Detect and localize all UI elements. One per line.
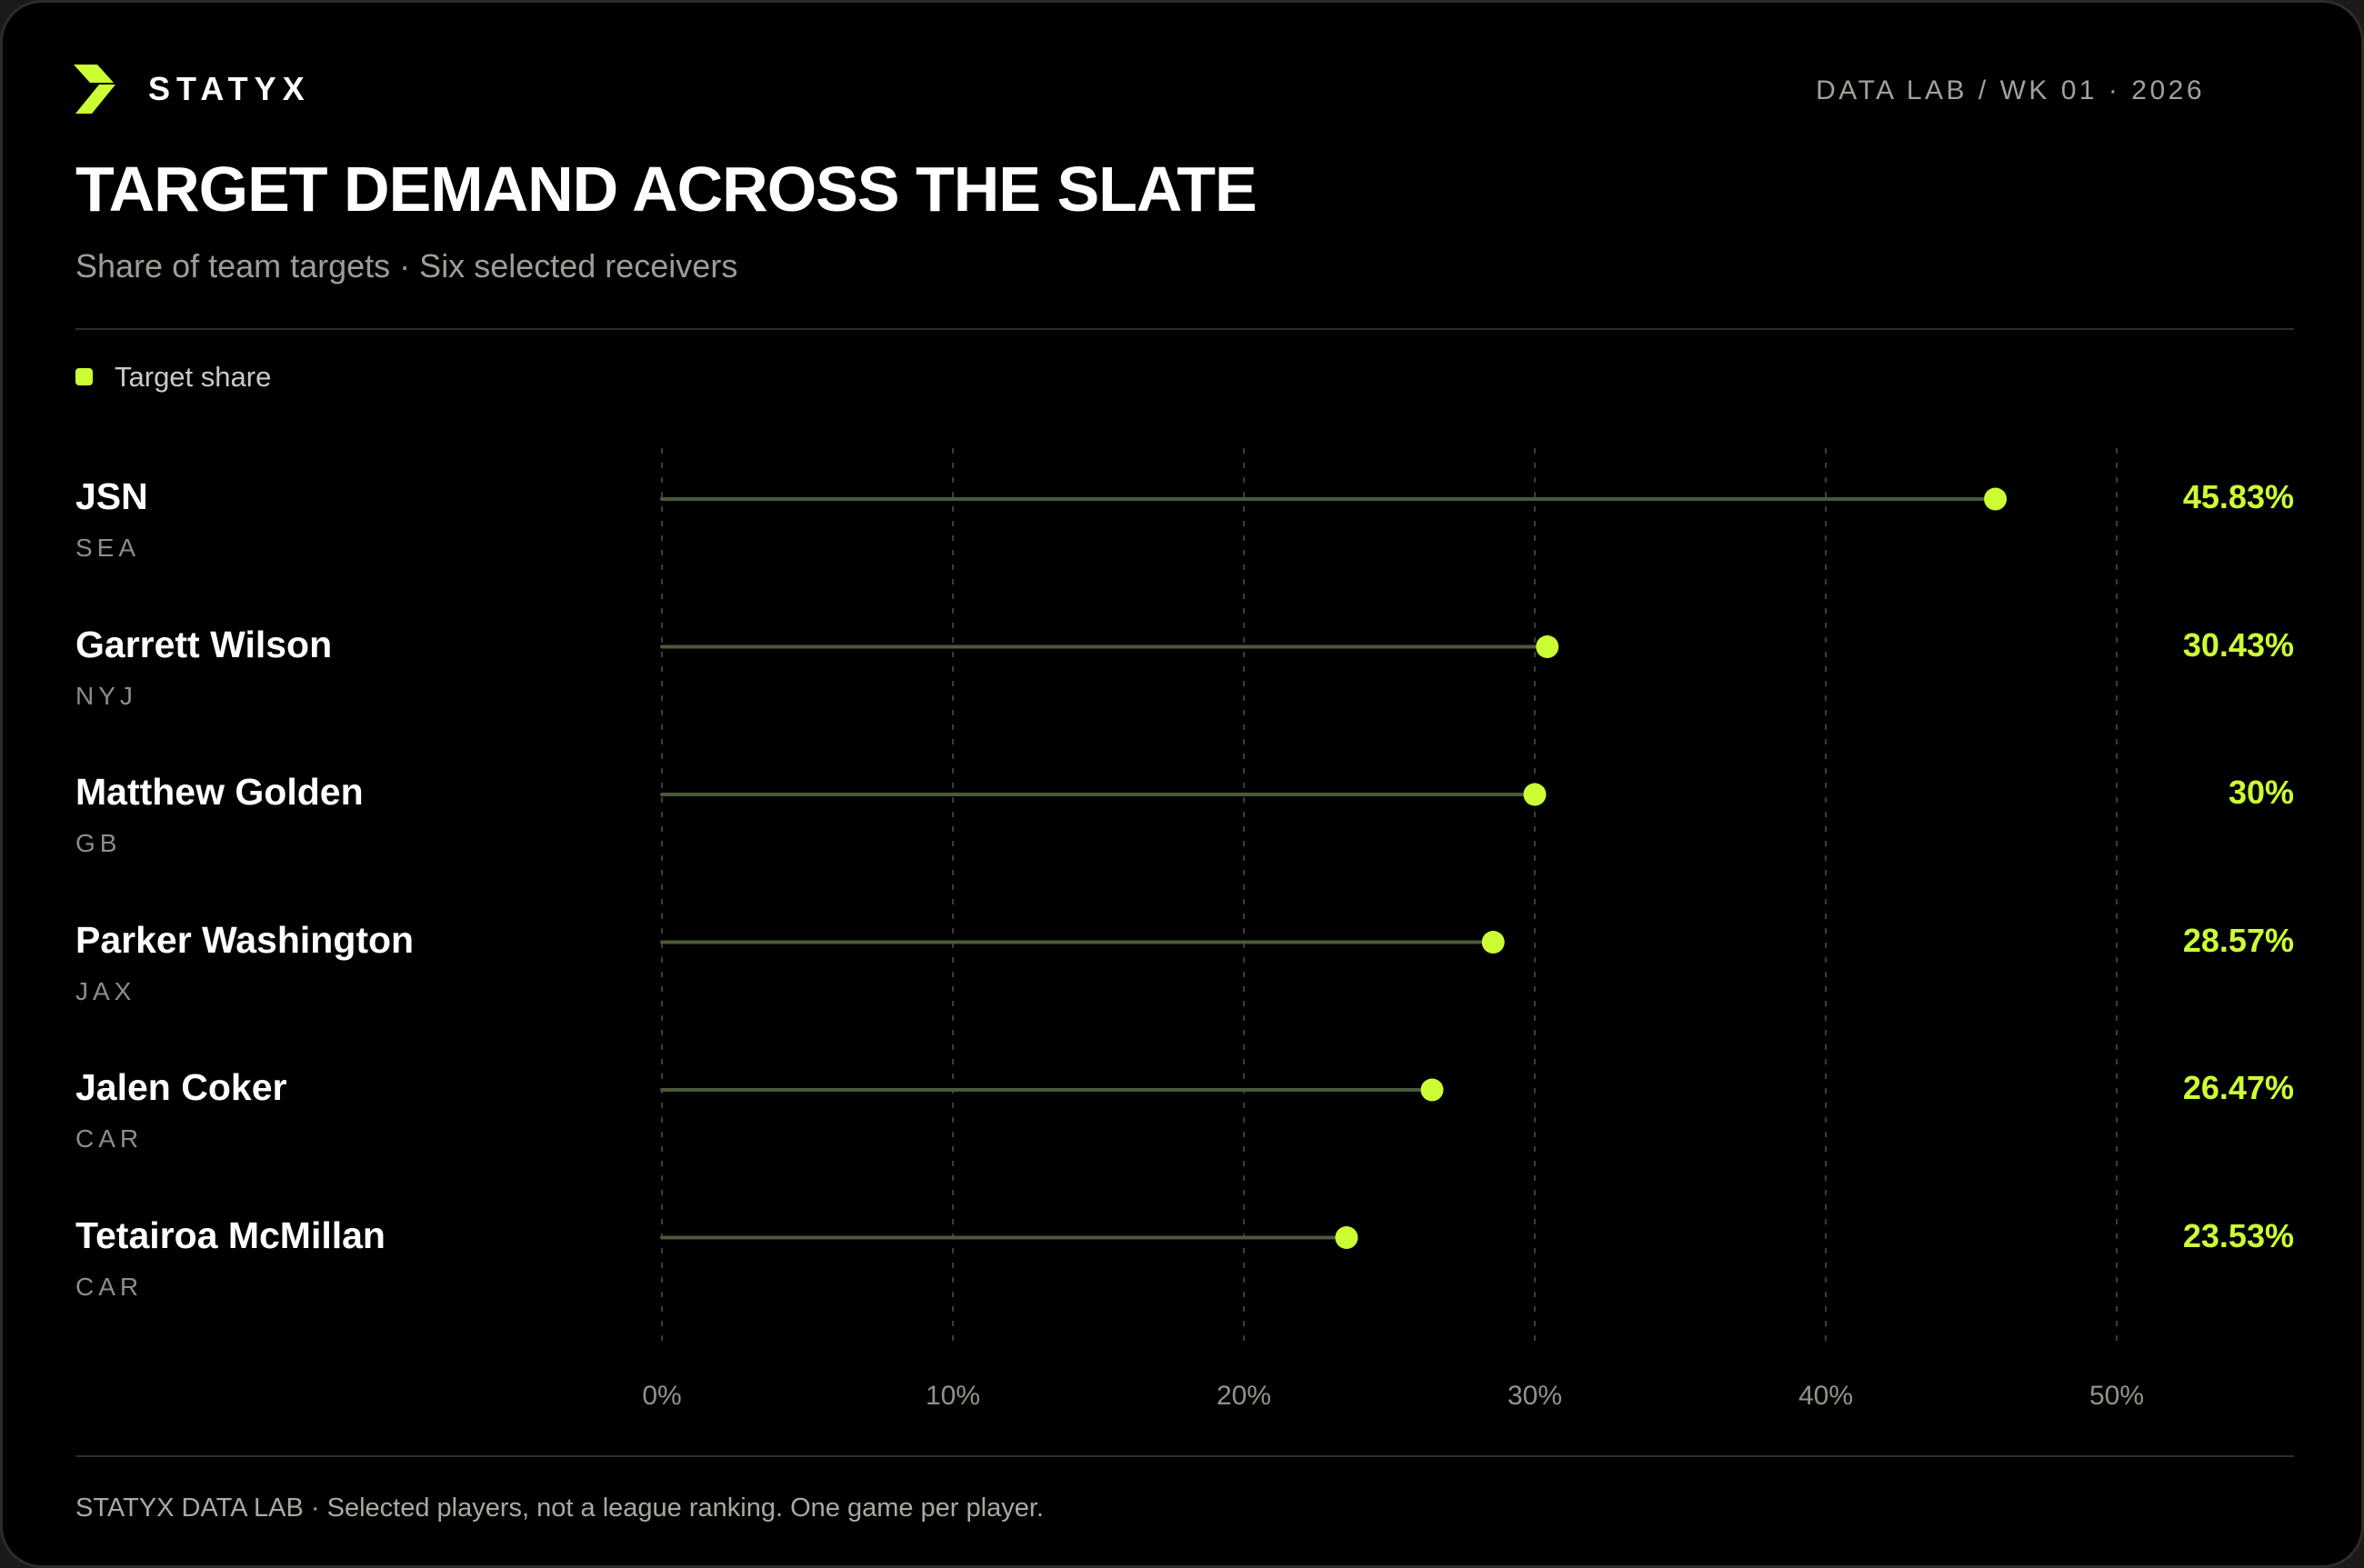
chart-subtitle: Share of team targets · Six selected rec… bbox=[75, 247, 738, 285]
player-value: 26.47% bbox=[2182, 1069, 2294, 1106]
player-value: 45.83% bbox=[2182, 478, 2294, 515]
player-row: Matthew Golden GB 30% bbox=[3, 774, 2361, 940]
x-tick-label: 0% bbox=[642, 1381, 682, 1411]
x-tick-label: 20% bbox=[1216, 1381, 1272, 1411]
lollipop-dot bbox=[1536, 635, 1559, 658]
player-team: SEA bbox=[75, 534, 141, 562]
x-tick-label: 30% bbox=[1507, 1381, 1563, 1411]
legend: Target share bbox=[75, 363, 271, 391]
player-team: CAR bbox=[75, 1272, 144, 1301]
brand-name: STATYX bbox=[148, 70, 311, 107]
player-team: JAX bbox=[75, 976, 136, 1005]
x-tick-label: 50% bbox=[2089, 1381, 2145, 1411]
player-team: GB bbox=[75, 829, 122, 857]
lollipop-dot bbox=[1523, 783, 1547, 806]
header-divider bbox=[75, 328, 2294, 330]
footer-divider bbox=[75, 1455, 2294, 1457]
lollipop-dot bbox=[1984, 487, 2008, 511]
player-name: Parker Washington bbox=[75, 918, 415, 961]
player-value: 28.57% bbox=[2182, 921, 2294, 959]
player-name: Tetairoa McMillan bbox=[75, 1213, 386, 1256]
player-row: JSN SEA 45.83% bbox=[3, 478, 2361, 644]
legend-swatch bbox=[75, 368, 93, 385]
bolt-logo-icon bbox=[74, 65, 115, 114]
lollipop-dot bbox=[1335, 1226, 1358, 1249]
x-tick-label: 40% bbox=[1798, 1381, 1854, 1411]
player-row: Tetairoa McMillan CAR 23.53% bbox=[3, 1216, 2361, 1383]
player-value: 30% bbox=[2228, 774, 2294, 811]
brand: STATYX bbox=[70, 63, 311, 115]
x-tick-label: 10% bbox=[925, 1381, 981, 1411]
player-name: JSN bbox=[75, 475, 148, 517]
player-team: CAR bbox=[75, 1124, 144, 1153]
chart-title: TARGET DEMAND ACROSS THE SLATE bbox=[75, 154, 1257, 225]
lollipop-plot bbox=[660, 448, 2118, 1348]
player-name: Garrett Wilson bbox=[75, 623, 333, 665]
player-value: 30.43% bbox=[2182, 625, 2294, 664]
legend-label: Target share bbox=[115, 361, 272, 393]
footer-note: STATYX DATA LAB · Selected players, not … bbox=[75, 1493, 1044, 1523]
lollipop-dot bbox=[1481, 931, 1505, 954]
player-row: Parker Washington JAX 28.57% bbox=[3, 921, 2361, 1088]
player-name: Jalen Coker bbox=[75, 1066, 287, 1108]
player-name: Matthew Golden bbox=[75, 771, 364, 813]
lollipop-dot bbox=[1420, 1078, 1444, 1102]
player-team: NYJ bbox=[75, 681, 137, 710]
player-value: 23.53% bbox=[2182, 1216, 2294, 1254]
player-row: Garrett Wilson NYJ 30.43% bbox=[3, 625, 2361, 793]
edition-meta: DATA LAB / WK 01 · 2026 bbox=[1816, 75, 2205, 105]
player-row: Jalen Coker CAR 26.47% bbox=[3, 1069, 2361, 1235]
